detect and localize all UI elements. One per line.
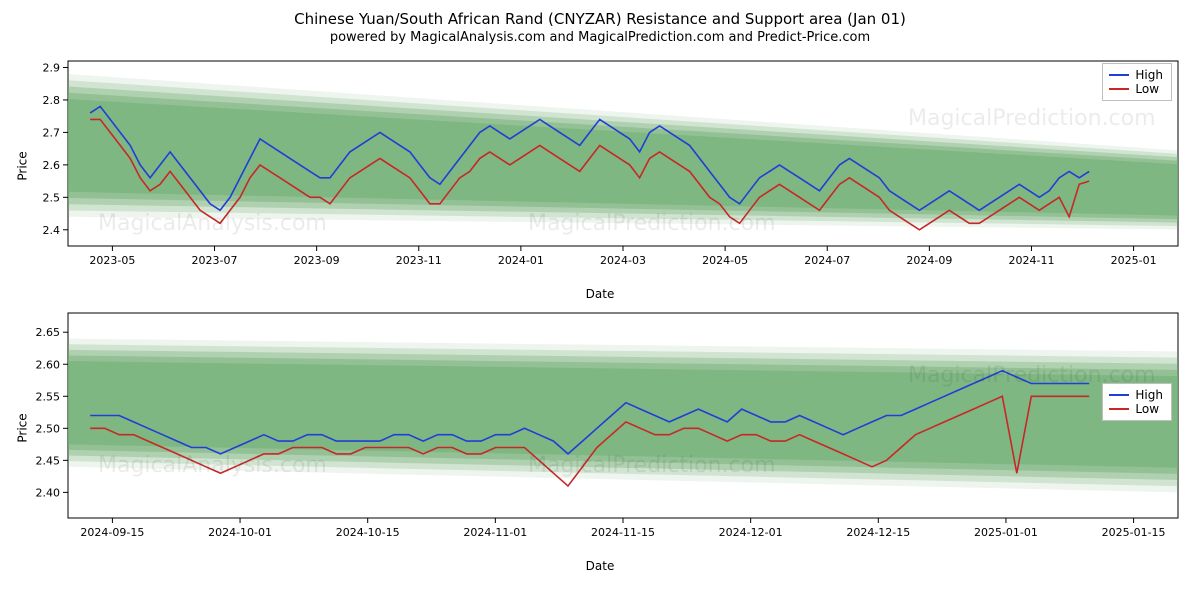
svg-text:2024-07: 2024-07 <box>804 254 850 267</box>
svg-text:2024-01: 2024-01 <box>498 254 544 267</box>
svg-text:2024-11: 2024-11 <box>1008 254 1054 267</box>
svg-text:2024-10-15: 2024-10-15 <box>336 526 400 539</box>
svg-text:2.50: 2.50 <box>36 422 61 435</box>
svg-text:2.45: 2.45 <box>36 454 61 467</box>
svg-text:2.5: 2.5 <box>43 191 61 204</box>
y-axis-label: Price <box>16 413 30 442</box>
svg-text:2.65: 2.65 <box>36 326 61 339</box>
svg-text:2023-05: 2023-05 <box>89 254 135 267</box>
svg-text:2023-07: 2023-07 <box>192 254 238 267</box>
legend: High Low <box>1102 383 1172 421</box>
top-chart: Price 2.4 2.5 2.6 2.7 2.8 2.9 2023-05 2023-07 20… <box>8 51 1192 281</box>
legend-label-low: Low <box>1135 82 1159 96</box>
legend-line-low <box>1109 408 1129 410</box>
svg-text:2024-12-15: 2024-12-15 <box>846 526 910 539</box>
svg-text:2023-09: 2023-09 <box>294 254 340 267</box>
legend-line-low <box>1109 88 1129 90</box>
svg-text:2025-01-01: 2025-01-01 <box>974 526 1038 539</box>
x-axis-label: Date <box>8 559 1192 573</box>
legend-item-low: Low <box>1109 402 1163 416</box>
legend-label-low: Low <box>1135 402 1159 416</box>
svg-text:2.6: 2.6 <box>43 159 61 172</box>
svg-text:2024-09-15: 2024-09-15 <box>80 526 144 539</box>
svg-text:2.8: 2.8 <box>43 94 61 107</box>
top-chart-svg: 2.4 2.5 2.6 2.7 2.8 2.9 2023-05 2023-07 2023-09 2… <box>8 51 1192 281</box>
chart-title: Chinese Yuan/South African Rand (CNYZAR)… <box>8 10 1192 28</box>
svg-text:2024-12-01: 2024-12-01 <box>719 526 783 539</box>
svg-text:2024-11-15: 2024-11-15 <box>591 526 655 539</box>
svg-text:2024-05: 2024-05 <box>702 254 748 267</box>
svg-text:2024-11-01: 2024-11-01 <box>463 526 527 539</box>
svg-text:2023-11: 2023-11 <box>396 254 442 267</box>
bottom-chart: Price 2.40 2.45 2.50 2.55 2.60 2.65 2024-09-15… <box>8 303 1192 553</box>
svg-text:2.40: 2.40 <box>36 486 61 499</box>
svg-text:2024-09: 2024-09 <box>906 254 952 267</box>
y-axis-label: Price <box>16 151 30 180</box>
legend-line-high <box>1109 74 1129 76</box>
svg-text:2024-10-01: 2024-10-01 <box>208 526 272 539</box>
svg-text:2.9: 2.9 <box>43 61 61 74</box>
svg-text:2.55: 2.55 <box>36 390 61 403</box>
legend-item-high: High <box>1109 388 1163 402</box>
chart-subtitle: powered by MagicalAnalysis.com and Magic… <box>8 30 1192 45</box>
legend-label-high: High <box>1135 388 1163 402</box>
legend-line-high <box>1109 394 1129 396</box>
svg-text:2.7: 2.7 <box>43 126 61 139</box>
legend-item-low: Low <box>1109 82 1163 96</box>
legend-item-high: High <box>1109 68 1163 82</box>
svg-text:2.60: 2.60 <box>36 358 61 371</box>
svg-text:2025-01: 2025-01 <box>1111 254 1157 267</box>
svg-text:2024-03: 2024-03 <box>600 254 646 267</box>
x-axis-label: Date <box>8 287 1192 301</box>
legend-label-high: High <box>1135 68 1163 82</box>
svg-text:2.4: 2.4 <box>43 224 61 237</box>
svg-text:2025-01-15: 2025-01-15 <box>1102 526 1166 539</box>
legend: High Low <box>1102 63 1172 101</box>
figure: Chinese Yuan/South African Rand (CNYZAR)… <box>8 10 1192 573</box>
bottom-chart-svg: 2.40 2.45 2.50 2.55 2.60 2.65 2024-09-15 2024-1… <box>8 303 1192 553</box>
